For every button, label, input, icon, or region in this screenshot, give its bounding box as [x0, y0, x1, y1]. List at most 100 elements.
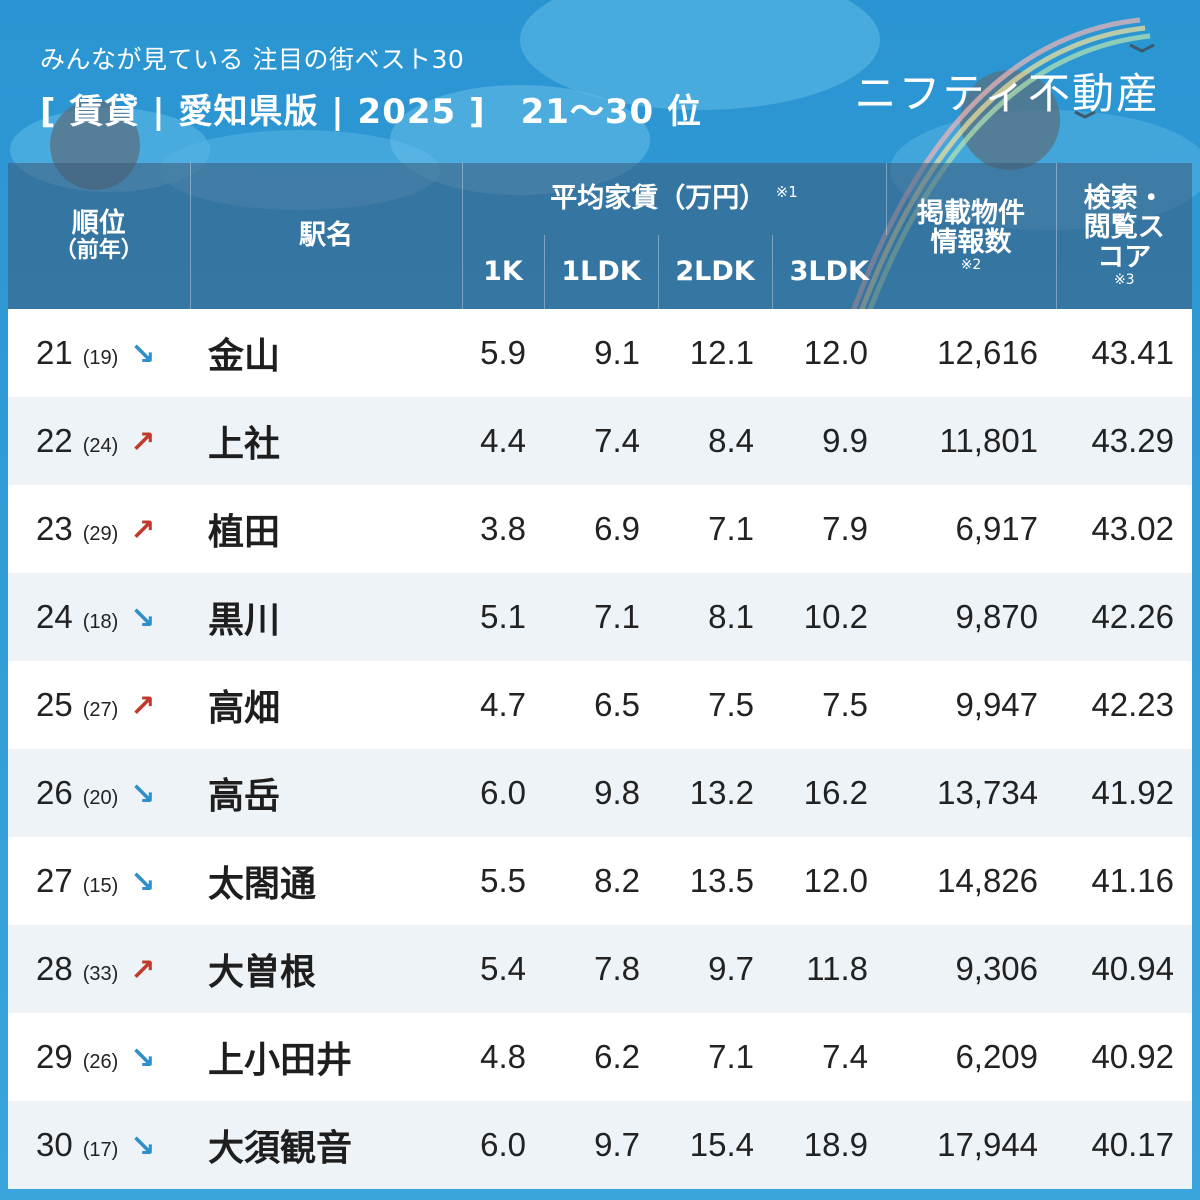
header-listings-note: ※2	[960, 256, 982, 273]
previous-rank: (29)	[82, 523, 119, 545]
rent-2ldk: 7.1	[658, 485, 772, 573]
rent-2ldk: 7.5	[658, 661, 772, 749]
trend-down-arrow-icon: ↘	[130, 1042, 156, 1075]
rank-number: 22	[36, 422, 73, 459]
station-name: 太閤通	[190, 837, 462, 925]
rent-2ldk: 12.1	[658, 309, 772, 397]
rent-1ldk: 9.8	[544, 749, 658, 837]
rent-3ldk: 16.2	[772, 749, 887, 837]
ranking-table: 順位 （前年） 駅名 平均家賃（万円） ※1 掲載物件情報数 ※2 検索・閲覧ス…	[8, 163, 1193, 1189]
table-row: 21 (19) ↘ 金山 5.9 9.1 12.1 12.0 12,616 43.41	[8, 309, 1193, 397]
rent-1ldk: 6.9	[544, 485, 658, 573]
table-row: 27 (15) ↘ 太閤通 5.5 8.2 13.5 12.0 14,826 41.16	[8, 837, 1193, 925]
rent-3ldk: 18.9	[772, 1101, 887, 1189]
listings-count: 17,944	[886, 1101, 1057, 1189]
rank-cell: 23 (29) ↗	[8, 485, 190, 573]
header-score: 検索・閲覧スコア ※3	[1056, 163, 1193, 309]
rank-number: 27	[36, 862, 73, 899]
trend-up-arrow-icon: ↗	[130, 690, 156, 723]
rent-3ldk: 7.4	[772, 1013, 887, 1101]
rent-1k: 5.9	[462, 309, 544, 397]
rent-1ldk: 9.7	[544, 1101, 658, 1189]
listings-count: 12,616	[886, 309, 1057, 397]
trend-up-arrow-icon: ↗	[130, 514, 156, 547]
station-name: 上社	[190, 397, 462, 485]
table-row: 23 (29) ↗ 植田 3.8 6.9 7.1 7.9 6,917 43.02	[8, 485, 1193, 573]
trend-up-arrow-icon: ↗	[130, 954, 156, 987]
rank-cell: 25 (27) ↗	[8, 661, 190, 749]
search-score: 41.92	[1056, 749, 1193, 837]
previous-rank: (17)	[82, 1139, 119, 1161]
rank-number: 28	[36, 950, 73, 987]
previous-rank: (15)	[82, 875, 119, 897]
brand-logo: ニフティ不動産	[854, 69, 1160, 118]
rent-2ldk: 8.4	[658, 397, 772, 485]
trend-down-arrow-icon: ↘	[130, 1130, 156, 1163]
rent-2ldk: 9.7	[658, 925, 772, 1013]
ranking-table-container: 順位 （前年） 駅名 平均家賃（万円） ※1 掲載物件情報数 ※2 検索・閲覧ス…	[8, 163, 1193, 1193]
rent-1k: 5.5	[462, 837, 544, 925]
header-rank-label: 順位	[71, 208, 126, 240]
search-score: 43.29	[1056, 397, 1193, 485]
station-name: 上小田井	[190, 1013, 462, 1101]
rank-cell: 28 (33) ↗	[8, 925, 190, 1013]
header-rent-group: 平均家賃（万円） ※1	[462, 163, 887, 235]
header-listings: 掲載物件情報数 ※2	[886, 163, 1057, 309]
listings-count: 9,870	[886, 573, 1057, 661]
table-row: 28 (33) ↗ 大曽根 5.4 7.8 9.7 11.8 9,306 40.94	[8, 925, 1193, 1013]
rank-cell: 27 (15) ↘	[8, 837, 190, 925]
rent-1k: 5.1	[462, 573, 544, 661]
station-name: 大曽根	[190, 925, 462, 1013]
header-station: 駅名	[190, 163, 463, 309]
rent-3ldk: 7.5	[772, 661, 887, 749]
header-rent-note: ※1	[775, 183, 798, 202]
rank-cell: 21 (19) ↘	[8, 309, 190, 397]
rent-3ldk: 10.2	[772, 573, 887, 661]
listings-count: 14,826	[886, 837, 1057, 925]
rent-1k: 3.8	[462, 485, 544, 573]
rent-1ldk: 9.1	[544, 309, 658, 397]
rent-2ldk: 8.1	[658, 573, 772, 661]
rank-cell: 24 (18) ↘	[8, 573, 190, 661]
rank-number: 24	[36, 598, 73, 635]
station-name: 金山	[190, 309, 462, 397]
rent-3ldk: 11.8	[772, 925, 887, 1013]
page-subtitle: みんなが見ている 注目の街ベスト30	[40, 45, 465, 74]
trend-down-arrow-icon: ↘	[130, 866, 156, 899]
rank-number: 23	[36, 510, 73, 547]
rent-1k: 4.4	[462, 397, 544, 485]
header-rank-sub: （前年）	[54, 237, 143, 263]
station-name: 大須観音	[190, 1101, 462, 1189]
header-1ldk: 1LDK	[544, 235, 659, 309]
previous-rank: (33)	[82, 963, 119, 985]
rent-2ldk: 13.2	[658, 749, 772, 837]
rent-1ldk: 6.5	[544, 661, 658, 749]
previous-rank: (19)	[82, 347, 119, 369]
header-score-label: 検索・閲覧スコア	[1083, 182, 1165, 274]
rent-3ldk: 12.0	[772, 309, 887, 397]
table-row: 30 (17) ↘ 大須観音 6.0 9.7 15.4 18.9 17,944 40.17	[8, 1101, 1193, 1189]
trend-down-arrow-icon: ↘	[130, 602, 156, 635]
previous-rank: (18)	[82, 611, 119, 633]
rent-1k: 4.7	[462, 661, 544, 749]
trend-down-arrow-icon: ↘	[130, 338, 156, 371]
trend-up-arrow-icon: ↗	[130, 426, 156, 459]
listings-count: 11,801	[886, 397, 1057, 485]
station-name: 植田	[190, 485, 462, 573]
rent-1ldk: 7.8	[544, 925, 658, 1013]
search-score: 43.02	[1056, 485, 1193, 573]
rank-cell: 30 (17) ↘	[8, 1101, 190, 1189]
rent-1ldk: 7.1	[544, 573, 658, 661]
station-name: 高畑	[190, 661, 462, 749]
listings-count: 9,947	[886, 661, 1057, 749]
rent-3ldk: 9.9	[772, 397, 887, 485]
header-1k: 1K	[462, 235, 545, 309]
previous-rank: (24)	[82, 435, 119, 457]
listings-count: 6,917	[886, 485, 1057, 573]
header-rent-label: 平均家賃（万円）	[550, 183, 767, 215]
table-row: 26 (20) ↘ 高岳 6.0 9.8 13.2 16.2 13,734 41.92	[8, 749, 1193, 837]
rank-number: 30	[36, 1126, 73, 1163]
rent-3ldk: 7.9	[772, 485, 887, 573]
previous-rank: (26)	[82, 1051, 119, 1073]
rank-cell: 26 (20) ↘	[8, 749, 190, 837]
